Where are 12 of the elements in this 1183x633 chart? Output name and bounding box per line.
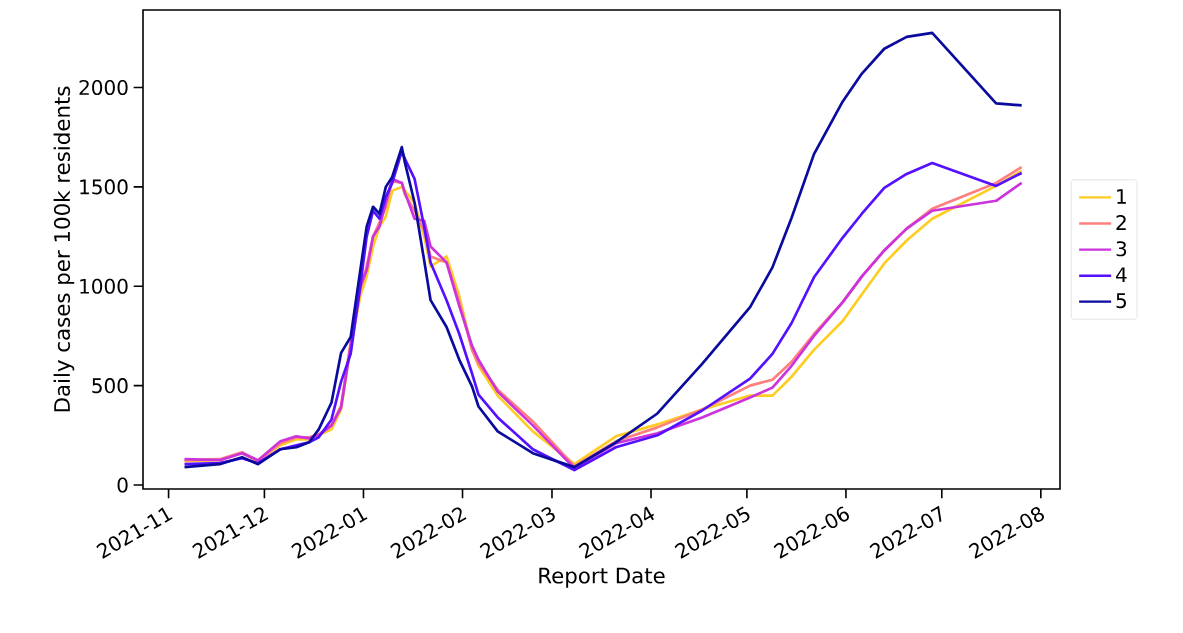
legend-label: 3 bbox=[1116, 241, 1127, 257]
x-axis-title: Report Date bbox=[539, 567, 665, 588]
y-tick-label: 1500 bbox=[80, 179, 128, 195]
y-tick-label: 500 bbox=[92, 378, 128, 394]
legend-label: 2 bbox=[1116, 215, 1126, 230]
y-axis-title: Daily cases per 100k residents bbox=[53, 86, 75, 412]
y-tick-label: 1000 bbox=[80, 278, 128, 294]
legend-label: 5 bbox=[1116, 293, 1126, 309]
y-tick-label: 2000 bbox=[79, 79, 128, 96]
legend-label: 1 bbox=[1117, 189, 1126, 204]
legend-label: 4 bbox=[1115, 267, 1127, 282]
y-tick-label: 0 bbox=[117, 477, 128, 493]
